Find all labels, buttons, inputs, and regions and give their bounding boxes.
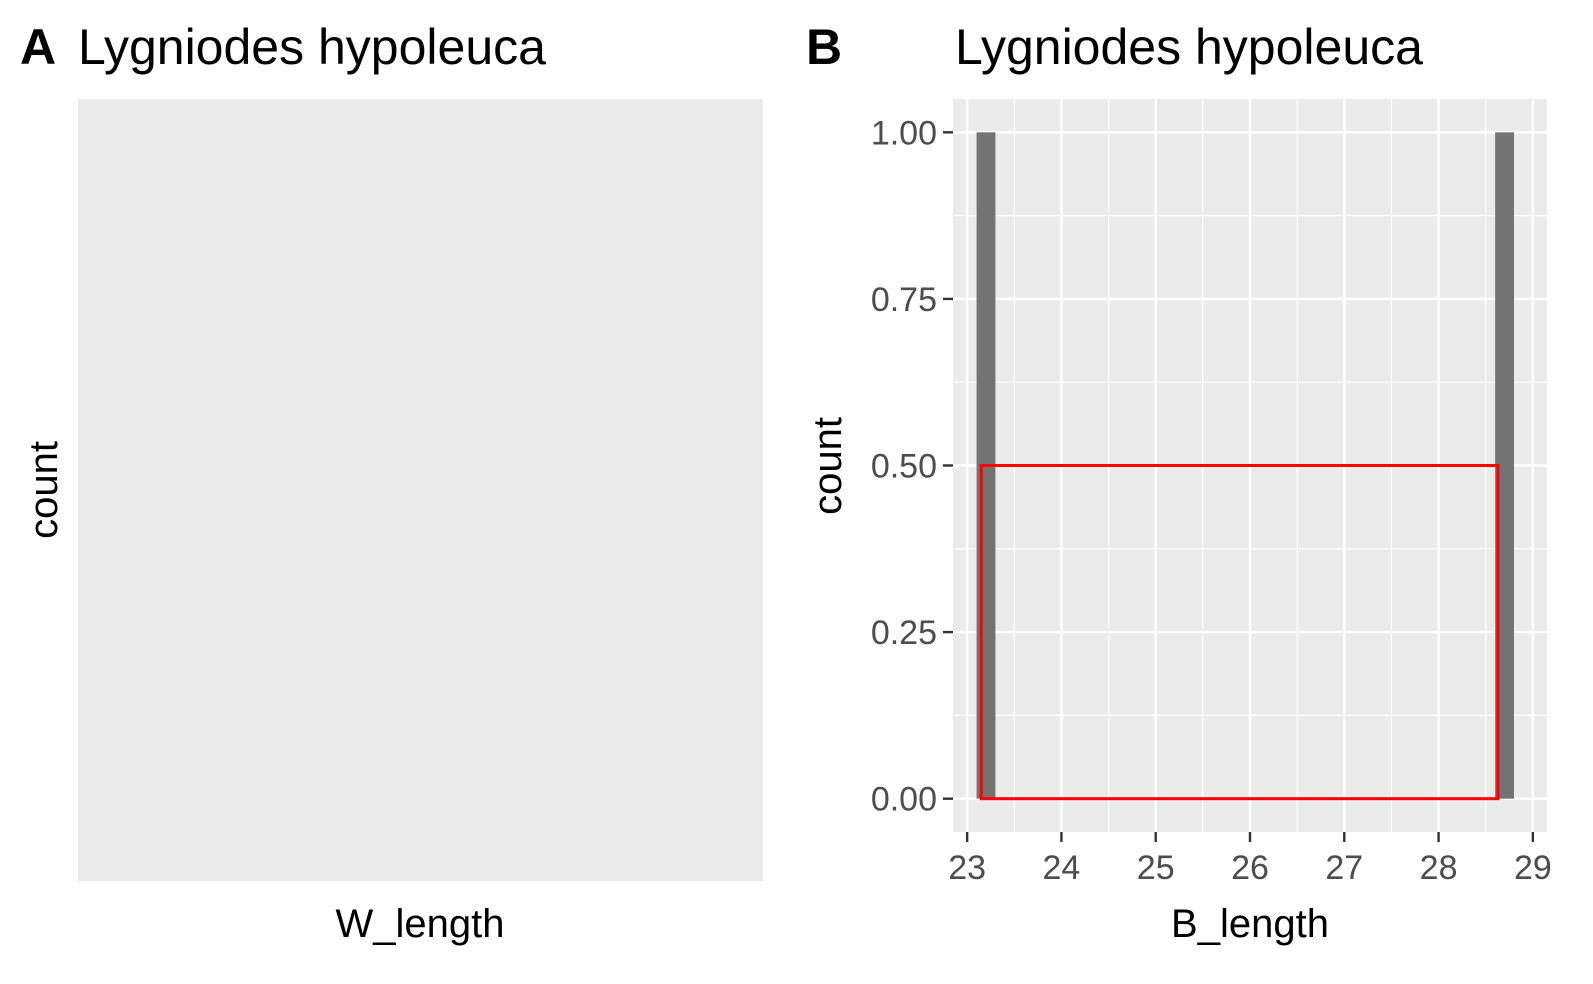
y-tick-label: 0.25 bbox=[871, 614, 937, 652]
y-tick-label: 0.75 bbox=[871, 281, 937, 319]
x-tick-label: 24 bbox=[1043, 849, 1081, 887]
y-tick-label: 1.00 bbox=[871, 114, 937, 152]
highlight-rectangle bbox=[979, 464, 1500, 801]
histogram-bar-2 bbox=[1495, 132, 1514, 799]
panel-a-x-axis-title: W_length bbox=[336, 902, 505, 946]
panel-b-x-axis-title: B_length bbox=[1171, 902, 1329, 946]
x-tick-label: 29 bbox=[1514, 849, 1552, 887]
x-tick-label: 25 bbox=[1137, 849, 1175, 887]
x-tick-label: 26 bbox=[1231, 849, 1269, 887]
y-tick-label: 0.00 bbox=[871, 781, 937, 819]
panel-b-y-axis-title: count bbox=[806, 417, 850, 515]
panel-b-x-axis: 23 24 25 26 27 28 29 bbox=[948, 832, 1552, 887]
panel-b: B Lygniodes hypoleuca 0.00 0.25 0.50 0.75 1.… bbox=[806, 19, 1552, 946]
panel-b-tag: B bbox=[806, 19, 842, 75]
panel-a: A Lygniodes hypoleuca W_length count bbox=[20, 19, 763, 946]
y-tick-label: 0.50 bbox=[871, 448, 937, 486]
x-tick-label: 23 bbox=[948, 849, 986, 887]
panel-a-y-axis-title: count bbox=[22, 441, 66, 539]
panel-a-tag: A bbox=[20, 19, 56, 75]
panel-b-highlight-layer bbox=[979, 464, 1500, 801]
panel-b-title: Lygniodes hypoleuca bbox=[955, 19, 1423, 75]
panel-a-title: Lygniodes hypoleuca bbox=[78, 19, 546, 75]
panel-a-plot-area bbox=[78, 99, 763, 881]
x-tick-label: 27 bbox=[1325, 849, 1363, 887]
x-tick-label: 28 bbox=[1420, 849, 1458, 887]
panel-b-y-axis: 0.00 0.25 0.50 0.75 1.00 bbox=[871, 114, 953, 819]
